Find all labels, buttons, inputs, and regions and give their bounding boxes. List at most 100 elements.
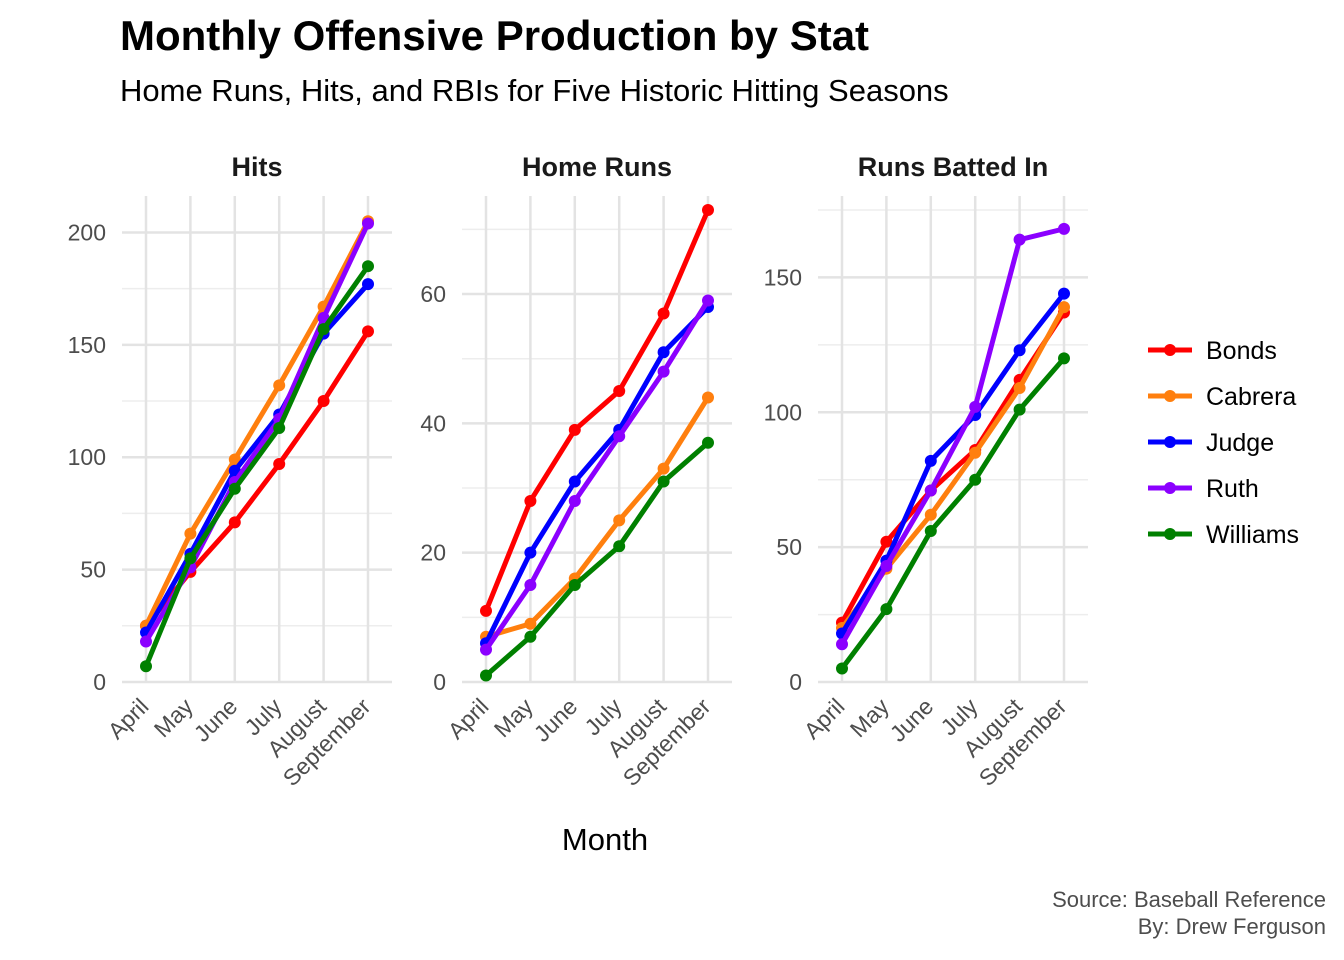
data-point: [613, 385, 626, 398]
data-point: [524, 579, 537, 592]
data-point: [969, 400, 982, 413]
data-point: [568, 475, 581, 488]
data-point: [362, 217, 374, 230]
chart-subtitle: Home Runs, Hits, and RBIs for Five Histo…: [120, 73, 949, 108]
data-point: [480, 604, 492, 617]
data-point: [1013, 403, 1026, 416]
data-point: [924, 524, 937, 537]
x-tick-label: April: [799, 693, 850, 744]
data-point: [836, 638, 848, 651]
series-line: [483, 440, 711, 679]
data-point: [362, 325, 374, 338]
y-tick-label: 60: [420, 281, 446, 307]
x-tick-label: May: [489, 693, 538, 742]
y-tick-label: 0: [93, 669, 106, 695]
x-tick-label: April: [103, 693, 154, 744]
data-point: [613, 540, 626, 553]
y-tick-label: 150: [764, 264, 802, 290]
data-point: [184, 527, 197, 540]
x-tick-label: May: [149, 693, 198, 742]
data-point: [568, 494, 581, 507]
y-tick-label: 0: [789, 669, 802, 695]
data-point: [273, 457, 286, 470]
data-point: [1058, 301, 1070, 314]
data-point: [836, 662, 848, 675]
data-point: [657, 365, 670, 378]
panel-title: Home Runs: [522, 152, 672, 182]
data-point: [1058, 222, 1070, 235]
y-tick-label: 100: [68, 444, 106, 470]
data-point: [228, 482, 241, 495]
data-point: [273, 422, 286, 435]
caption: Source: Baseball Reference By: Drew Ferg…: [1052, 886, 1326, 940]
data-point: [880, 603, 893, 616]
data-point: [657, 307, 670, 320]
data-point: [228, 516, 241, 529]
data-point: [228, 453, 241, 466]
data-point: [1058, 352, 1070, 365]
series-line: [483, 395, 711, 640]
data-point: [924, 484, 937, 497]
data-point: [969, 473, 982, 486]
data-point: [657, 475, 670, 488]
data-point: [657, 462, 670, 475]
data-point: [524, 546, 537, 559]
data-point: [524, 494, 537, 507]
y-tick-label: 50: [80, 557, 106, 583]
data-point: [480, 643, 492, 656]
data-point: [140, 660, 152, 673]
x-tick-label: June: [529, 693, 583, 747]
series-line: [143, 263, 371, 669]
data-point: [140, 635, 152, 648]
y-tick-label: 50: [776, 534, 802, 560]
x-axis-title: Month: [562, 822, 648, 857]
y-tick-label: 100: [764, 399, 802, 425]
series-line: [483, 298, 711, 653]
data-point: [657, 346, 670, 359]
data-point: [524, 630, 537, 643]
series-line: [483, 304, 711, 646]
data-point: [702, 204, 714, 216]
y-tick-label: 20: [420, 540, 446, 566]
y-tick-label: 0: [433, 669, 446, 695]
y-tick-label: 200: [68, 219, 106, 245]
data-point: [1013, 344, 1026, 357]
data-point: [1013, 382, 1026, 395]
y-tick-label: 150: [68, 332, 106, 358]
y-tick-label: 40: [420, 410, 446, 436]
series-line: [483, 207, 711, 614]
data-point: [362, 260, 374, 273]
data-point: [924, 454, 937, 467]
legend-label: Bonds: [1206, 337, 1277, 365]
legend-key-point: [1164, 528, 1176, 540]
data-point: [880, 560, 893, 573]
legend-key-point: [1164, 436, 1176, 448]
x-tick-label: May: [845, 693, 894, 742]
data-point: [880, 535, 893, 548]
legend-label: Ruth: [1206, 475, 1259, 503]
x-tick-label: April: [443, 693, 494, 744]
data-point: [568, 579, 581, 592]
data-point: [969, 446, 982, 459]
data-point: [702, 436, 714, 449]
panel-title: Hits: [231, 152, 282, 182]
data-point: [924, 508, 937, 521]
legend-key-point: [1164, 344, 1176, 356]
data-point: [184, 552, 197, 565]
series-line: [143, 218, 371, 629]
legend-label: Judge: [1206, 429, 1274, 457]
series-line: [839, 226, 1067, 647]
data-point: [1013, 233, 1026, 246]
legend-key-point: [1164, 482, 1176, 494]
data-point: [1058, 287, 1070, 300]
series-line: [839, 309, 1067, 626]
data-point: [362, 278, 374, 291]
data-point: [613, 514, 626, 527]
caption-author: By: Drew Ferguson: [1137, 914, 1326, 939]
caption-source: Source: Baseball Reference: [1052, 887, 1326, 912]
x-tick-label: June: [189, 693, 243, 747]
series-line: [143, 281, 371, 636]
legend-key-point: [1164, 390, 1176, 402]
panel-title: Runs Batted In: [858, 152, 1049, 182]
data-point: [568, 423, 581, 436]
